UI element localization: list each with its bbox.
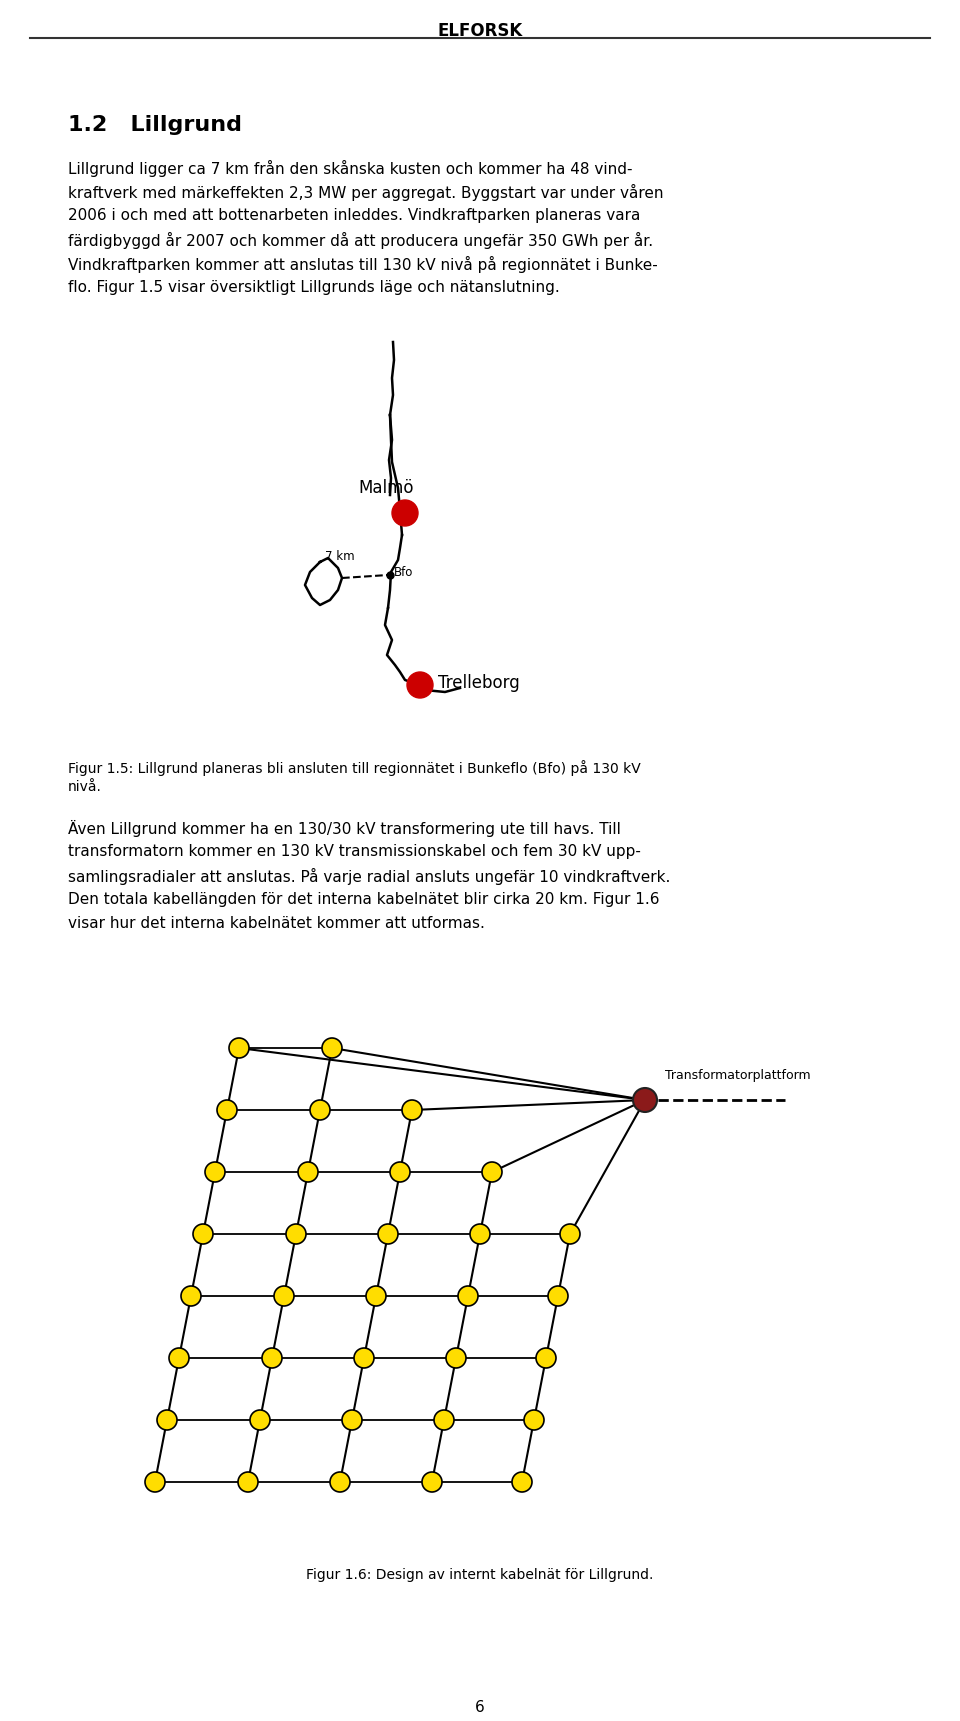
Circle shape: [402, 1100, 422, 1120]
Text: Även Lillgrund kommer ha en 130/30 kV transformering ute till havs. Till: Även Lillgrund kommer ha en 130/30 kV tr…: [68, 819, 621, 836]
Circle shape: [407, 671, 433, 699]
Circle shape: [217, 1100, 237, 1120]
Text: 6: 6: [475, 1700, 485, 1716]
Circle shape: [536, 1348, 556, 1368]
Text: kraftverk med märkeffekten 2,3 MW per aggregat. Byggstart var under våren: kraftverk med märkeffekten 2,3 MW per ag…: [68, 184, 663, 201]
Text: Figur 1.5: Lillgrund planeras bli ansluten till regionnätet i Bunkeflo (Bfo) på : Figur 1.5: Lillgrund planeras bli anslut…: [68, 761, 640, 776]
Text: 2006 i och med att bottenarbeten inleddes. Vindkraftparken planeras vara: 2006 i och med att bottenarbeten inledde…: [68, 208, 640, 224]
Circle shape: [205, 1162, 225, 1182]
Circle shape: [238, 1471, 258, 1492]
Text: färdigbyggd år 2007 och kommer då att producera ungefär 350 GWh per år.: färdigbyggd år 2007 och kommer då att pr…: [68, 232, 653, 250]
Circle shape: [145, 1471, 165, 1492]
Circle shape: [342, 1409, 362, 1430]
Circle shape: [286, 1224, 306, 1244]
Circle shape: [262, 1348, 282, 1368]
Text: samlingsradialer att anslutas. På varje radial ansluts ungefär 10 vindkraftverk.: samlingsradialer att anslutas. På varje …: [68, 867, 670, 885]
Circle shape: [366, 1286, 386, 1306]
Text: Trelleborg: Trelleborg: [438, 675, 519, 692]
Text: flo. Figur 1.5 visar översiktligt Lillgrunds läge och nätanslutning.: flo. Figur 1.5 visar översiktligt Lillgr…: [68, 281, 560, 294]
Circle shape: [524, 1409, 544, 1430]
Text: Vindkraftparken kommer att anslutas till 130 kV nivå på regionnätet i Bunke-: Vindkraftparken kommer att anslutas till…: [68, 256, 658, 274]
Text: Lillgrund ligger ca 7 km från den skånska kusten och kommer ha 48 vind-: Lillgrund ligger ca 7 km från den skånsk…: [68, 160, 633, 177]
Text: nivå.: nivå.: [68, 780, 102, 793]
Circle shape: [470, 1224, 490, 1244]
Text: Bfo: Bfo: [394, 566, 414, 580]
Text: Figur 1.6: Design av internt kabelnät för Lillgrund.: Figur 1.6: Design av internt kabelnät fö…: [306, 1568, 654, 1582]
Circle shape: [310, 1100, 330, 1120]
Text: visar hur det interna kabelnätet kommer att utformas.: visar hur det interna kabelnätet kommer …: [68, 916, 485, 931]
Circle shape: [250, 1409, 270, 1430]
Circle shape: [157, 1409, 177, 1430]
Text: Malmö: Malmö: [358, 478, 414, 497]
Text: Transformatorplattform: Transformatorplattform: [665, 1069, 810, 1083]
Circle shape: [193, 1224, 213, 1244]
Circle shape: [229, 1038, 249, 1058]
Circle shape: [392, 501, 418, 527]
Text: 1.2   Lillgrund: 1.2 Lillgrund: [68, 115, 242, 134]
Circle shape: [446, 1348, 466, 1368]
Circle shape: [378, 1224, 398, 1244]
Circle shape: [169, 1348, 189, 1368]
Circle shape: [322, 1038, 342, 1058]
Circle shape: [274, 1286, 294, 1306]
Circle shape: [458, 1286, 478, 1306]
Circle shape: [434, 1409, 454, 1430]
Text: transformatorn kommer en 130 kV transmissionskabel och fem 30 kV upp-: transformatorn kommer en 130 kV transmis…: [68, 843, 641, 859]
Circle shape: [633, 1088, 657, 1112]
Circle shape: [482, 1162, 502, 1182]
Text: ELFORSK: ELFORSK: [438, 22, 522, 40]
Text: Den totala kabellängden för det interna kabelnätet blir cirka 20 km. Figur 1.6: Den totala kabellängden för det interna …: [68, 891, 660, 907]
Circle shape: [560, 1224, 580, 1244]
Circle shape: [298, 1162, 318, 1182]
Circle shape: [390, 1162, 410, 1182]
Circle shape: [548, 1286, 568, 1306]
Text: 7 km: 7 km: [325, 551, 355, 563]
Circle shape: [422, 1471, 442, 1492]
Circle shape: [181, 1286, 201, 1306]
Circle shape: [330, 1471, 350, 1492]
Circle shape: [512, 1471, 532, 1492]
Circle shape: [354, 1348, 374, 1368]
